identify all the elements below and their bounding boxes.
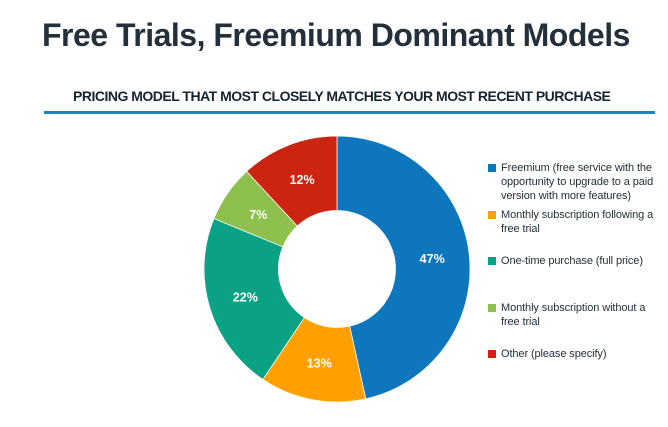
chart-legend: Freemium (free service with the opportun… bbox=[486, 161, 666, 394]
slice-label: 22% bbox=[233, 290, 258, 304]
donut-chart: 47% 13% 22% 7% 12% bbox=[197, 129, 477, 409]
legend-label: Monthly subscription without a free tria… bbox=[501, 301, 646, 328]
legend-swatch-icon bbox=[488, 303, 496, 312]
legend-swatch-icon bbox=[488, 210, 496, 219]
legend-label: One-time purchase (full price) bbox=[501, 255, 643, 267]
slice-label: 47% bbox=[420, 252, 445, 266]
legend-label: Monthly subscription following a free tr… bbox=[501, 208, 654, 235]
legend-swatch-icon bbox=[488, 257, 496, 265]
legend-item: Other (please specify) bbox=[486, 347, 666, 394]
legend-item: Monthly subscription without a free tria… bbox=[486, 301, 666, 348]
slice-label: 13% bbox=[307, 356, 332, 370]
legend-swatch-icon bbox=[488, 350, 496, 358]
legend-item: Monthly subscription following a free tr… bbox=[486, 208, 666, 255]
legend-item: Freemium (free service with the opportun… bbox=[486, 161, 666, 208]
legend-swatch-icon bbox=[488, 164, 496, 172]
donut-slice bbox=[336, 135, 471, 400]
donut-slice bbox=[203, 218, 305, 380]
page-title: Free Trials, Freemium Dominant Models bbox=[42, 17, 630, 53]
legend-label: Other (please specify) bbox=[501, 348, 607, 360]
divider-line bbox=[44, 111, 655, 114]
legend-item: One-time purchase (full price) bbox=[486, 254, 666, 301]
donut-slice bbox=[246, 135, 338, 227]
legend-label: Freemium (free service with the opportun… bbox=[501, 162, 654, 202]
donut-svg: 47% 13% 22% 7% 12% bbox=[203, 135, 471, 403]
slice-label: 7% bbox=[249, 208, 267, 222]
chart-subtitle: PRICING MODEL THAT MOST CLOSELY MATCHES … bbox=[73, 88, 611, 104]
slice-label: 12% bbox=[290, 173, 315, 187]
